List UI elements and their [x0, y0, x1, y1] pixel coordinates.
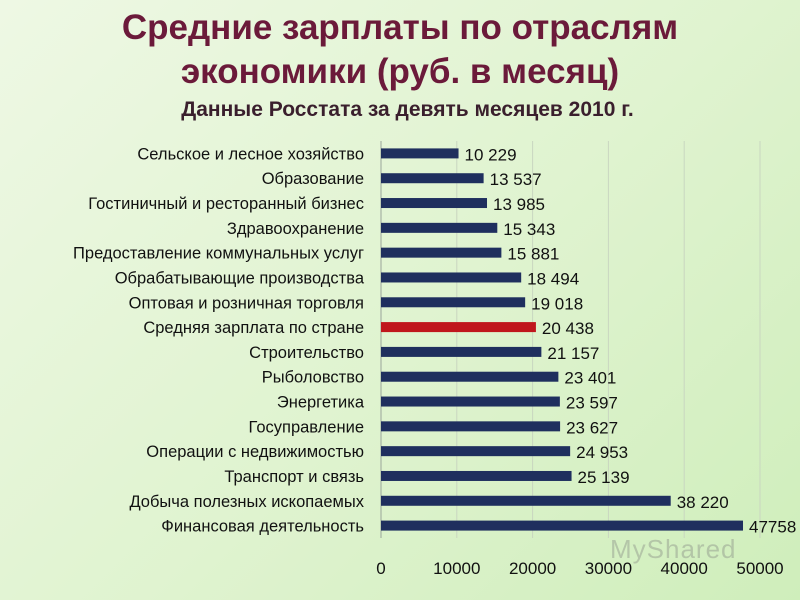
- value-label: 13 985: [493, 195, 545, 214]
- value-label: 10 229: [465, 145, 517, 164]
- category-label: Рыболовство: [262, 369, 364, 387]
- bar: [381, 495, 671, 506]
- category-label: Обрабатывающие производства: [115, 269, 365, 287]
- bar: [381, 148, 459, 159]
- value-label: 20 438: [542, 319, 594, 338]
- x-tick-label: 10000: [433, 559, 480, 578]
- category-label: Строительство: [249, 344, 364, 362]
- bar: [381, 222, 498, 233]
- value-label: 25 139: [578, 468, 630, 487]
- bar: [381, 346, 542, 357]
- value-label: 15 881: [507, 245, 559, 264]
- category-label: Предоставление коммунальных услуг: [73, 245, 364, 263]
- watermark: MyShared: [610, 534, 737, 564]
- chart-subtitle: Данные Росстата за девять месяцев 2010 г…: [181, 98, 634, 121]
- value-label: 38 220: [677, 493, 729, 512]
- bar: [381, 421, 561, 432]
- value-label: 15 343: [503, 220, 555, 239]
- chart-title-line-1: Средние зарплаты по отраслям: [121, 8, 679, 47]
- bar: [381, 371, 559, 382]
- bar: [381, 247, 502, 258]
- value-label: 18 494: [527, 269, 579, 288]
- bar: [381, 396, 560, 407]
- bar: [381, 322, 536, 333]
- value-label: 21 157: [547, 344, 599, 363]
- category-label: Сельское и лесное хозяйство: [137, 145, 364, 163]
- value-label: 23 627: [566, 418, 618, 437]
- category-label: Средняя зарплата по стране: [143, 319, 364, 337]
- value-label: 19 018: [531, 294, 583, 313]
- category-label: Энергетика: [277, 394, 365, 412]
- bar: [381, 297, 526, 308]
- category-label: Гостиничный и ресторанный бизнес: [88, 195, 364, 213]
- value-label: 13 537: [490, 170, 542, 189]
- category-label: Образование: [262, 170, 364, 188]
- category-label: Госуправление: [249, 418, 365, 436]
- category-label: Финансовая деятельность: [161, 518, 364, 536]
- category-label: Операции с недвижимостью: [146, 443, 364, 461]
- category-label: Оптовая и розничная торговля: [129, 294, 364, 312]
- x-tick-label: 20000: [509, 559, 556, 578]
- bar: [381, 446, 571, 457]
- value-label: 47758: [749, 518, 796, 537]
- bar: [381, 272, 522, 283]
- bar: [381, 520, 744, 531]
- x-tick-label: 0: [376, 559, 385, 578]
- bar: [381, 470, 572, 481]
- category-label: Здравоохранение: [227, 220, 364, 238]
- value-label: 23 401: [564, 369, 616, 388]
- chart-title-line-2: экономики (руб. в месяц): [180, 52, 620, 91]
- category-label: Добыча полезных ископаемых: [129, 493, 364, 511]
- x-tick-label: 30000: [585, 559, 632, 578]
- x-tick-label: 50000: [736, 559, 783, 578]
- x-tick-label: 40000: [661, 559, 708, 578]
- category-label: Транспорт и связь: [224, 468, 364, 486]
- value-label: 24 953: [576, 443, 628, 462]
- bar: [381, 198, 488, 209]
- bar: [381, 173, 484, 184]
- value-label: 23 597: [566, 394, 618, 413]
